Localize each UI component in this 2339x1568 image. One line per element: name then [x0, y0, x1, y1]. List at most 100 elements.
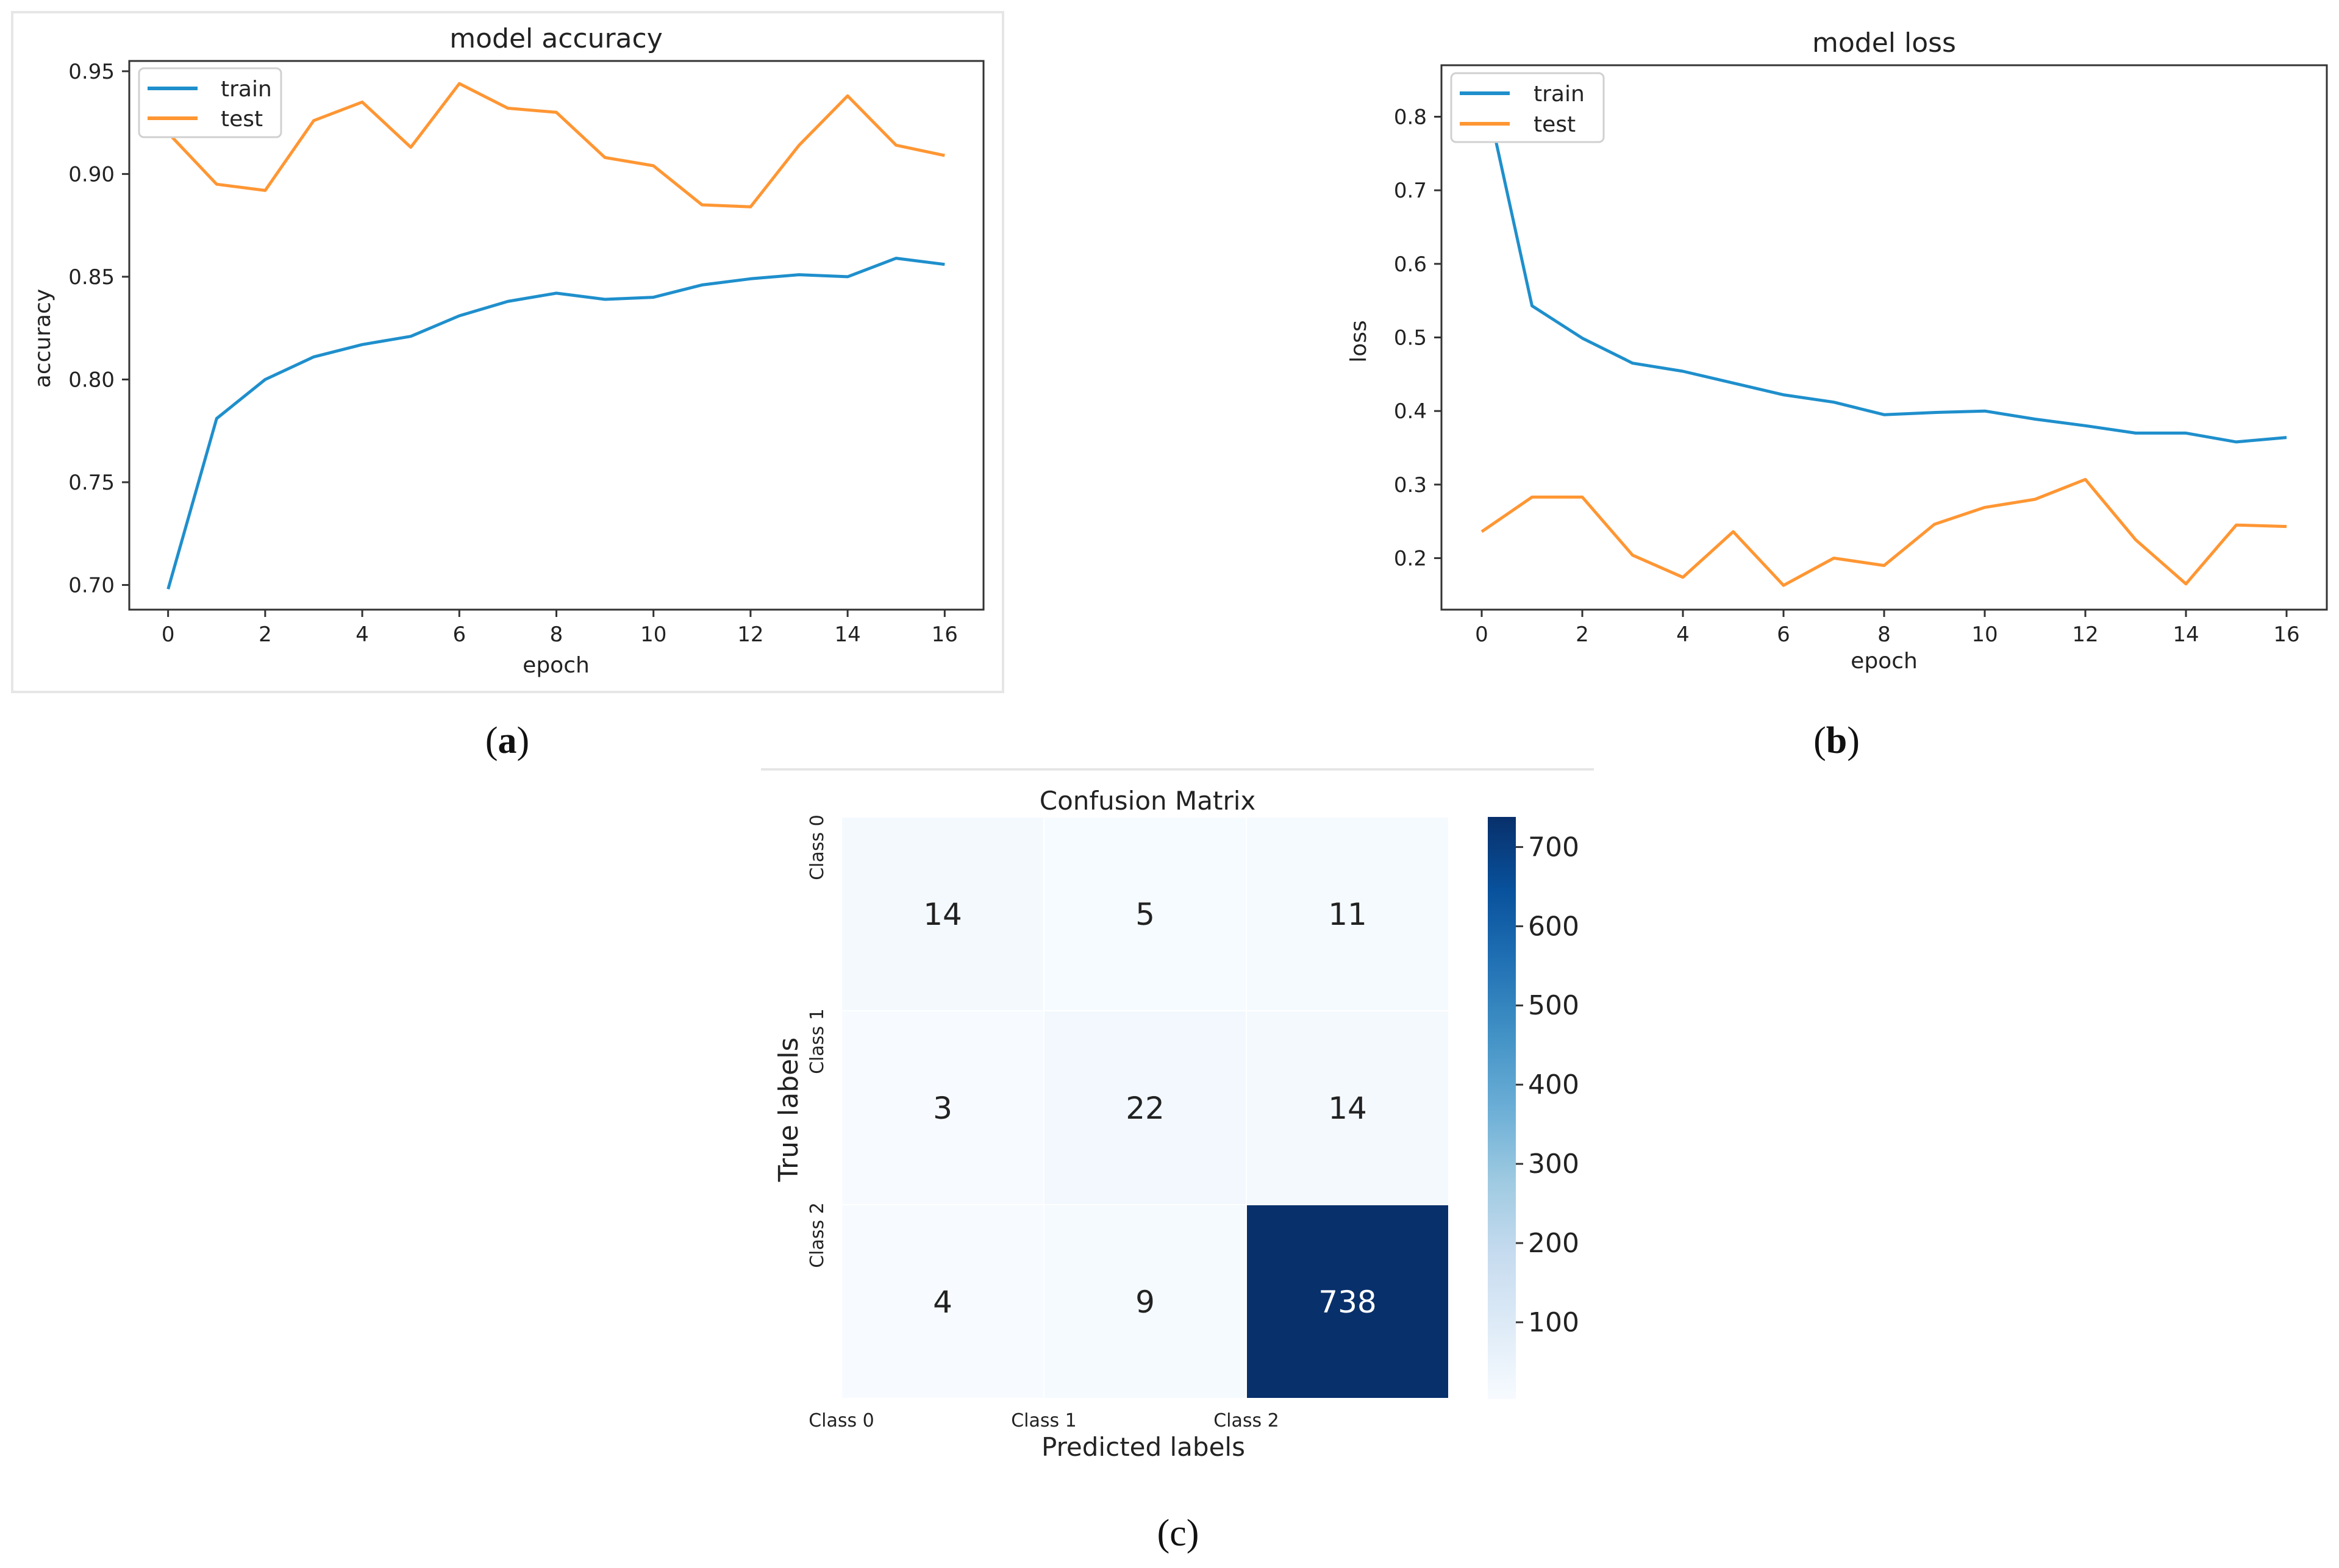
loss-legend: train test: [1450, 72, 1605, 143]
loss-x-ticks: 0 2 4 6 8 10 12 14 16: [1475, 610, 2300, 647]
loss-chart-title: model loss: [1812, 27, 1956, 59]
confusion-cell-value: 22: [1126, 1091, 1165, 1126]
confusion-x-tick-label: Class 1: [1011, 1410, 1077, 1431]
confusion-cell-value: 14: [1328, 1091, 1367, 1126]
confusion-cell: [1246, 816, 1449, 1011]
confusion-cell-value: 3: [933, 1091, 952, 1126]
confusion-cell-value: 14: [923, 897, 962, 932]
accuracy-x-tick-label: 2: [259, 622, 272, 647]
accuracy-x-tick-label: 6: [452, 622, 466, 647]
confusion-y-tick-label: Class 2: [807, 1202, 828, 1268]
caption-b: (b): [1813, 720, 1860, 761]
confusion-matrix-chart: Confusion Matrix 14 5 11 3 22 14 4 9 738 Class 0…: [761, 768, 1594, 1462]
confusion-colorbar-tick-label: 500: [1528, 990, 1579, 1021]
confusion-y-axis-label: True labels: [773, 1038, 804, 1183]
confusion-cell: [841, 1204, 1045, 1399]
loss-x-tick-label: 12: [2072, 622, 2098, 647]
caption-a: (a): [485, 720, 529, 761]
accuracy-legend-train-label: train: [221, 77, 272, 102]
confusion-cell: [841, 1010, 1045, 1205]
confusion-cell: [1043, 1204, 1247, 1399]
loss-x-tick-label: 2: [1576, 622, 1589, 647]
accuracy-legend: train test: [138, 67, 282, 138]
accuracy-test-line: [166, 82, 945, 208]
accuracy-legend-test-label: test: [221, 107, 263, 132]
confusion-colorbar-tick-label: 600: [1528, 911, 1579, 942]
accuracy-y-tick-label: 0.85: [68, 265, 115, 290]
accuracy-x-tick-label: 0: [162, 622, 175, 647]
confusion-x-tick-label: Class 0: [809, 1410, 874, 1431]
confusion-cell-value: 5: [1135, 897, 1155, 932]
loss-train-line: [1480, 76, 2287, 444]
accuracy-plot-frame: [128, 60, 985, 611]
loss-y-tick-label: 0.2: [1394, 547, 1427, 571]
loss-x-tick-label: 14: [2173, 622, 2199, 647]
loss-y-tick-label: 0.4: [1394, 399, 1427, 424]
accuracy-y-tick-label: 0.80: [68, 368, 115, 392]
confusion-y-tick-label: Class 1: [807, 1008, 828, 1074]
loss-test-line: [1480, 477, 2287, 587]
loss-x-axis-label: epoch: [1851, 649, 1918, 674]
loss-lines: [1480, 76, 2287, 587]
accuracy-x-tick-label: 14: [834, 622, 860, 647]
loss-y-tick-label: 0.3: [1394, 473, 1427, 497]
confusion-cell-value: 738: [1318, 1285, 1376, 1320]
loss-x-tick-label: 0: [1475, 622, 1488, 647]
accuracy-figure-border: [11, 11, 1004, 693]
confusion-colorbar-tick-label: 700: [1528, 832, 1579, 863]
confusion-y-tick-label: Class 0: [807, 814, 828, 880]
confusion-cell: [1043, 816, 1247, 1011]
confusion-cell-value: 9: [1135, 1285, 1155, 1320]
confusion-cell: [1043, 1010, 1247, 1205]
accuracy-y-tick-label: 0.90: [68, 162, 115, 187]
loss-y-axis-label: loss: [1346, 320, 1371, 363]
confusion-colorbar-tick-label: 300: [1528, 1149, 1579, 1180]
confusion-cell: [841, 816, 1045, 1011]
accuracy-x-axis-label: epoch: [523, 653, 590, 678]
confusion-cell-value: 4: [933, 1285, 952, 1320]
confusion-cell-value: 11: [1328, 897, 1367, 932]
confusion-x-ticks: Class 0 Class 1 Class 2: [809, 1410, 1279, 1431]
loss-x-tick-label: 8: [1877, 622, 1891, 647]
confusion-cell: [1246, 1204, 1449, 1399]
confusion-colorbar-tick-label: 400: [1528, 1069, 1579, 1100]
accuracy-y-tick-label: 0.95: [68, 60, 115, 84]
accuracy-x-tick-label: 12: [737, 622, 763, 647]
confusion-y-ticks: Class 0 Class 1 Class 2: [807, 814, 828, 1268]
accuracy-x-tick-label: 10: [640, 622, 666, 647]
confusion-colorbar-tick-label: 100: [1528, 1307, 1579, 1338]
confusion-chart-title: Confusion Matrix: [1040, 786, 1256, 816]
loss-x-tick-label: 16: [2273, 622, 2299, 647]
accuracy-y-ticks: 0.70 0.75 0.80 0.85 0.90 0.95: [68, 60, 129, 598]
confusion-colorbar-tick-label: 200: [1528, 1228, 1579, 1259]
confusion-x-axis-label: Predicted labels: [1041, 1432, 1245, 1462]
loss-legend-train-label: train: [1534, 82, 1585, 107]
loss-x-tick-label: 6: [1777, 622, 1790, 647]
confusion-colorbar-ticks: 100 200 300 400 500 600 700: [1516, 832, 1579, 1338]
loss-x-tick-label: 4: [1676, 622, 1690, 647]
accuracy-lines: [166, 82, 945, 590]
confusion-x-tick-label: Class 2: [1213, 1410, 1279, 1431]
accuracy-y-tick-label: 0.70: [68, 574, 115, 598]
accuracy-x-tick-label: 4: [355, 622, 369, 647]
accuracy-chart: model accuracy 0 2 4 6 8 10 12 14 16 0.70 0.75 0.8…: [11, 11, 1004, 693]
loss-plot-frame: [1440, 64, 2328, 611]
accuracy-chart-title: model accuracy: [449, 23, 663, 54]
loss-legend-test-label: test: [1534, 112, 1576, 137]
accuracy-y-axis-label: accuracy: [30, 289, 55, 388]
caption-c: (c): [1157, 1513, 1199, 1554]
loss-y-tick-label: 0.8: [1394, 105, 1427, 129]
confusion-cells: 14 5 11 3 22 14 4 9 738: [841, 816, 1449, 1399]
loss-y-tick-label: 0.7: [1394, 179, 1427, 203]
accuracy-x-tick-label: 8: [550, 622, 563, 647]
loss-y-tick-label: 0.5: [1394, 326, 1427, 351]
accuracy-x-ticks: 0 2 4 6 8 10 12 14 16: [162, 610, 958, 647]
loss-chart: model loss 0 2 4 6 8 10 12 14 16 0.2 0.3 0.4 0.5 0.6…: [1346, 27, 2328, 674]
accuracy-train-line: [166, 257, 945, 590]
accuracy-y-tick-label: 0.75: [68, 471, 115, 495]
loss-y-ticks: 0.2 0.3 0.4 0.5 0.6 0.7 0.8: [1394, 105, 1441, 571]
accuracy-x-tick-label: 16: [932, 622, 958, 647]
loss-x-tick-label: 10: [1971, 622, 1998, 647]
loss-y-tick-label: 0.6: [1394, 252, 1427, 277]
